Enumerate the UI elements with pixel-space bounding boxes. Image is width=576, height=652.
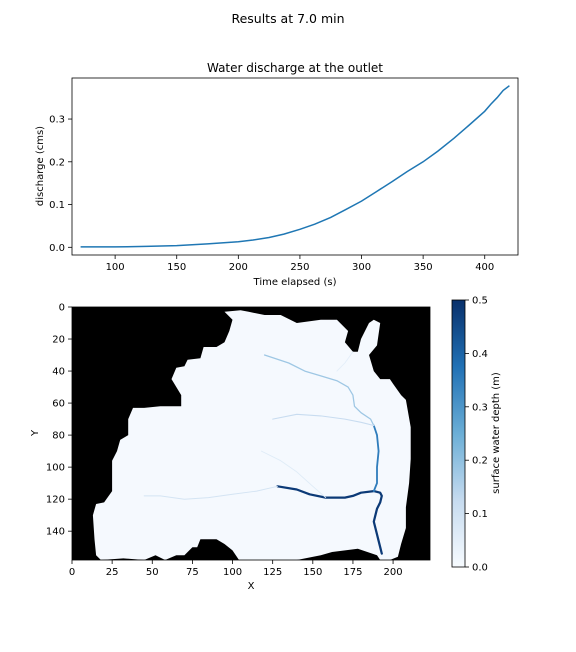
depth-map-xtick-label: 75 xyxy=(186,567,199,578)
colorbar-tick-label: 0.3 xyxy=(472,402,488,413)
discharge-xtick-label: 400 xyxy=(475,262,494,273)
colorbar-tick-label: 0.4 xyxy=(472,349,488,360)
channel-5 xyxy=(260,450,327,499)
depth-map-xtick-label: 150 xyxy=(303,567,322,578)
colorbar-tick-label: 0.5 xyxy=(472,296,488,307)
colorbar-tick-label: 0.1 xyxy=(472,509,488,520)
channel-2 xyxy=(263,354,375,427)
depth-map-xtick-label: 25 xyxy=(106,567,119,578)
depth-map: 0 25 50 75 100 125 150 175 200 0 20 40 60 80 100 120 140… xyxy=(30,303,431,592)
depth-map-xtick-label: 200 xyxy=(384,567,403,578)
discharge-chart-ylabel: discharge (cms) xyxy=(35,126,46,206)
discharge-chart-ticks: 100 150 200 250 300 350 400 0.0 0.1 0.2 0.3 xyxy=(49,115,494,273)
depth-map-xtick-label: 175 xyxy=(343,567,362,578)
colorbar-tick-label: 0.2 xyxy=(472,456,488,467)
discharge-chart-frame xyxy=(71,77,519,256)
depth-map-ytick-label: 0 xyxy=(59,303,65,314)
discharge-xtick-label: 350 xyxy=(414,262,433,273)
discharge-chart: Water discharge at the outlet 100 150 200 2… xyxy=(35,61,519,288)
depth-map-ytick-label: 20 xyxy=(52,335,65,346)
depth-map-frame xyxy=(71,306,431,561)
discharge-xtick-label: 150 xyxy=(167,262,186,273)
channel-4 xyxy=(143,485,278,500)
discharge-xtick-label: 250 xyxy=(290,262,309,273)
discharge-ytick-label: 0.1 xyxy=(49,200,65,211)
channel-1 xyxy=(372,424,380,493)
depth-map-channels xyxy=(143,351,383,555)
discharge-ytick-label: 0.3 xyxy=(49,115,65,126)
channel-6 xyxy=(336,351,354,372)
depth-map-ytick-label: 40 xyxy=(52,367,65,378)
discharge-chart-title: Water discharge at the outlet xyxy=(207,61,383,75)
depth-map-xtick-label: 50 xyxy=(146,567,159,578)
depth-map-xtick-label: 125 xyxy=(263,567,282,578)
depth-map-xlabel: X xyxy=(248,581,255,592)
depth-map-xtick-label: 100 xyxy=(223,567,242,578)
discharge-ytick-label: 0.0 xyxy=(49,243,65,254)
discharge-xtick-label: 300 xyxy=(352,262,371,273)
colorbar: 0.0 0.1 0.2 0.3 0.4 0.5 surface water depth (… xyxy=(451,296,502,574)
discharge-chart-xlabel: Time elapsed (s) xyxy=(253,277,337,288)
colorbar-label: surface water depth (m) xyxy=(491,372,502,494)
figure-suptitle: Results at 7.0 min xyxy=(231,11,344,26)
discharge-xtick-label: 100 xyxy=(106,262,125,273)
depth-map-ytick-label: 100 xyxy=(46,463,65,474)
discharge-series-line xyxy=(80,85,510,248)
depth-map-ticks: 0 25 50 75 100 125 150 175 200 0 20 40 60 80 100 120 140 xyxy=(46,303,403,579)
colorbar-tick-label: 0.0 xyxy=(472,563,488,574)
depth-map-ytick-label: 120 xyxy=(46,495,65,506)
discharge-xtick-label: 200 xyxy=(229,262,248,273)
colorbar-ticks: 0.0 0.1 0.2 0.3 0.4 0.5 xyxy=(465,296,488,574)
channel-3 xyxy=(272,413,375,427)
colorbar-gradient xyxy=(451,299,466,568)
depth-map-ylabel: Y xyxy=(30,429,41,437)
depth-map-ytick-label: 60 xyxy=(52,399,65,410)
discharge-ytick-label: 0.2 xyxy=(49,157,65,168)
depth-map-ytick-label: 140 xyxy=(46,527,65,538)
depth-map-ytick-label: 80 xyxy=(52,431,65,442)
depth-map-xtick-label: 0 xyxy=(69,567,75,578)
